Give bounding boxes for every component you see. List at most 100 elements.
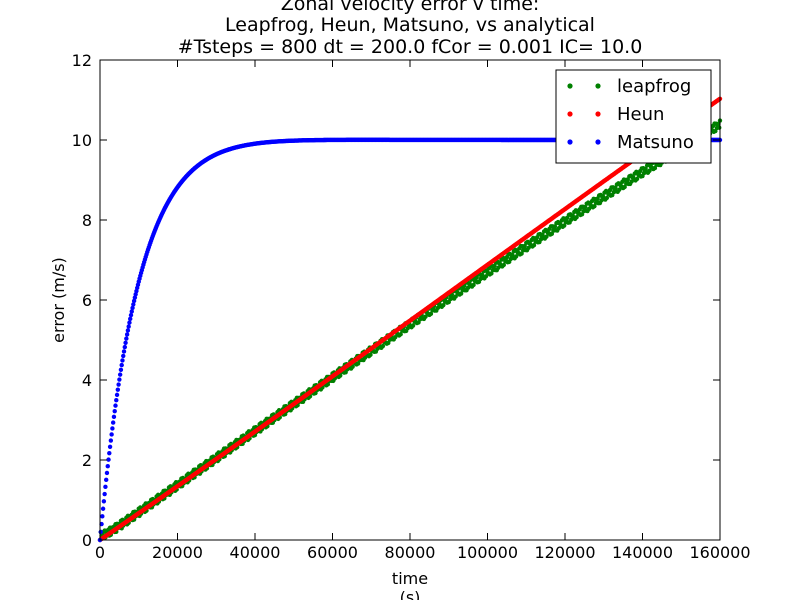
point-matsuno: [114, 398, 119, 403]
point-leapfrog: [398, 332, 403, 337]
point-matsuno: [98, 529, 103, 535]
point-leapfrog: [544, 234, 549, 239]
point-leapfrog: [453, 294, 458, 299]
title-line-1: Zonal velocity error v time:: [281, 0, 540, 15]
point-leapfrog: [582, 204, 588, 210]
point-leapfrog: [513, 254, 519, 259]
x-tick-label: 60000: [307, 543, 358, 562]
point-matsuno: [104, 477, 109, 483]
point-leapfrog: [652, 165, 658, 171]
point-matsuno: [127, 320, 132, 325]
point-leapfrog: [613, 185, 618, 191]
point-leapfrog: [522, 243, 527, 249]
point-leapfrog: [717, 125, 722, 130]
point-leapfrog: [501, 262, 506, 268]
legend-label: Matsuno: [617, 132, 694, 153]
point-matsuno: [124, 336, 129, 341]
point-leapfrog: [368, 352, 373, 358]
point-leapfrog: [441, 302, 446, 308]
point-matsuno: [100, 506, 106, 511]
point-matsuno: [103, 484, 108, 490]
legend-item-heun: Heun: [567, 104, 664, 125]
point-leapfrog: [350, 364, 355, 369]
point-matsuno: [114, 392, 120, 398]
point-matsuno: [116, 382, 121, 387]
point-matsuno: [125, 328, 131, 333]
point-matsuno: [100, 514, 105, 519]
point-matsuno: [120, 358, 125, 363]
y-tick-label: 4: [82, 371, 92, 390]
point-leapfrog: [423, 314, 428, 319]
x-tick-label: 140000: [612, 543, 673, 562]
point-matsuno: [108, 438, 114, 443]
legend-marker: [567, 83, 573, 89]
point-matsuno: [110, 420, 116, 425]
title-line-3: #Tsteps = 800 dt = 200.0 fCor = 0.001 IC…: [178, 36, 643, 58]
point-leapfrog: [647, 168, 652, 173]
point-matsuno: [104, 470, 110, 476]
point-matsuno: [115, 387, 121, 392]
point-leapfrog: [592, 203, 597, 209]
x-axis-label-line-2: (s): [400, 588, 421, 600]
point-matsuno: [101, 499, 107, 504]
point-matsuno: [121, 349, 127, 354]
point-matsuno: [122, 344, 128, 350]
point-matsuno: [112, 408, 117, 414]
x-axis-label-line-1: time: [392, 569, 428, 588]
point-matsuno: [128, 312, 134, 318]
series-matsuno: [97, 137, 723, 543]
point-matsuno: [129, 309, 134, 314]
point-leapfrog: [531, 242, 537, 248]
legend-marker: [595, 139, 601, 145]
point-matsuno: [106, 457, 111, 462]
point-matsuno: [110, 426, 115, 431]
point-leapfrog: [622, 184, 627, 190]
x-axis: 0 20000 40000 60000 80000 100000 120000 140000 1…: [95, 60, 751, 562]
point-matsuno: [130, 305, 135, 311]
point-leapfrog: [617, 187, 622, 192]
legend-box: [555, 69, 712, 164]
x-tick-label: 40000: [230, 543, 281, 562]
point-matsuno: [124, 332, 130, 337]
y-tick-label: 2: [82, 451, 92, 470]
point-matsuno: [128, 316, 133, 322]
point-leapfrog: [458, 291, 464, 296]
point-leapfrog: [410, 323, 416, 328]
x-tick-label: 160000: [689, 543, 750, 562]
point-leapfrog: [325, 382, 331, 387]
y-axis-label: error (m/s): [49, 257, 68, 343]
point-matsuno: [121, 353, 126, 359]
y-tick-label: 6: [82, 291, 92, 310]
x-tick-label: 80000: [385, 543, 436, 562]
point-matsuno: [111, 414, 117, 420]
point-matsuno: [131, 302, 136, 307]
legend-item-leapfrog: leapfrog: [567, 76, 691, 97]
legend-label: leapfrog: [617, 76, 691, 97]
point-matsuno: [118, 367, 124, 372]
y-tick-label: 10: [72, 131, 92, 150]
point-leapfrog: [338, 373, 343, 378]
point-matsuno: [107, 444, 113, 449]
point-leapfrog: [380, 343, 386, 349]
y-tick-label: 0: [82, 531, 92, 550]
point-matsuno: [113, 403, 118, 408]
x-tick-label: 20000: [152, 543, 203, 562]
x-tick-label: 0: [95, 543, 105, 562]
point-leapfrog: [634, 176, 640, 182]
y-tick-label: 12: [72, 51, 92, 70]
chart-title: Zonal velocity error v time: Leapfrog, H…: [178, 0, 643, 58]
point-leapfrog: [562, 223, 567, 228]
x-tick-label: 100000: [457, 543, 518, 562]
legend-label: Heun: [617, 104, 664, 125]
y-tick-label: 8: [82, 211, 92, 230]
point-matsuno: [117, 372, 123, 377]
legend-marker: [595, 83, 601, 89]
point-leapfrog: [483, 274, 489, 279]
legend-item-matsuno: Matsuno: [567, 132, 694, 153]
point-matsuno: [132, 295, 138, 300]
point-leapfrog: [574, 215, 579, 220]
legend: leapfrog Heun Matsuno: [555, 69, 712, 164]
legend-marker: [567, 139, 573, 145]
point-matsuno: [131, 298, 137, 304]
